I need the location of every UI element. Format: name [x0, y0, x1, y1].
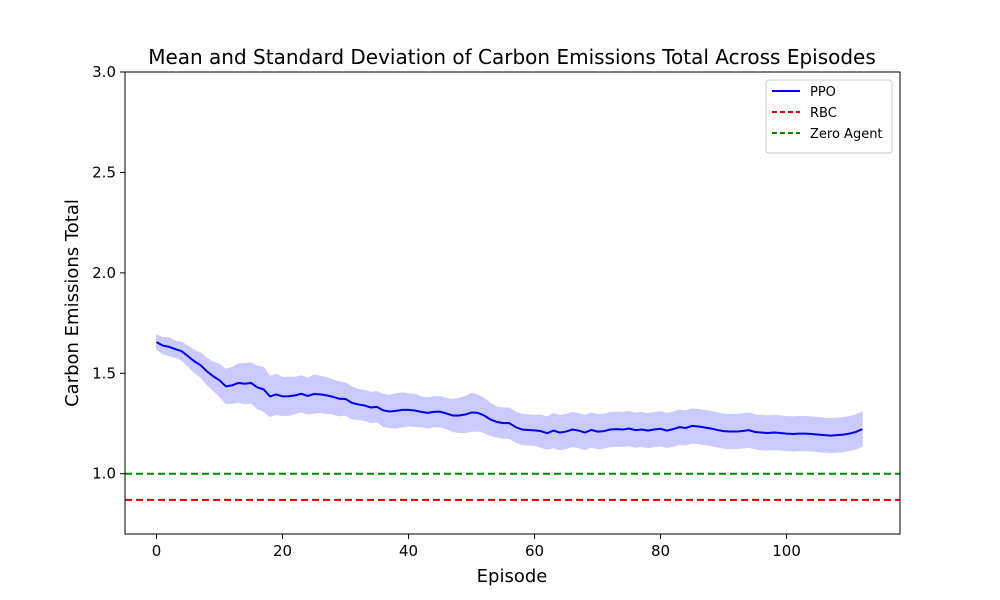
series-ppo-std-band — [156, 334, 863, 454]
x-axis: 0 20 40 60 80 100 — [152, 534, 801, 560]
x-tick-label: 20 — [273, 542, 292, 560]
x-tick-label: 40 — [399, 542, 418, 560]
x-tick-label: 0 — [152, 542, 162, 560]
chart-title: Mean and Standard Deviation of Carbon Em… — [148, 45, 876, 69]
y-axis: 1.0 1.5 2.0 2.5 3.0 — [92, 63, 125, 483]
legend-label-zero-agent: Zero Agent — [810, 127, 883, 142]
y-axis-label: Carbon Emissions Total — [62, 199, 83, 407]
plot-area — [125, 334, 900, 501]
series-ppo-line — [156, 341, 863, 437]
legend-label-ppo: PPO — [810, 85, 836, 100]
x-axis-label: Episode — [477, 566, 548, 587]
legend: PPO RBC Zero Agent — [765, 79, 893, 154]
x-tick-label: 80 — [651, 542, 670, 560]
legend-label-rbc: RBC — [810, 106, 837, 121]
y-tick-label: 2.5 — [92, 163, 116, 181]
legend-box — [765, 79, 893, 154]
y-tick-label: 3.0 — [92, 63, 116, 81]
x-tick-label: 100 — [772, 542, 801, 560]
plot-frame — [124, 71, 901, 535]
y-tick-label: 1.5 — [92, 364, 116, 382]
x-tick-label: 60 — [525, 542, 544, 560]
y-tick-label: 1.0 — [92, 465, 116, 483]
y-tick-label: 2.0 — [92, 264, 116, 282]
